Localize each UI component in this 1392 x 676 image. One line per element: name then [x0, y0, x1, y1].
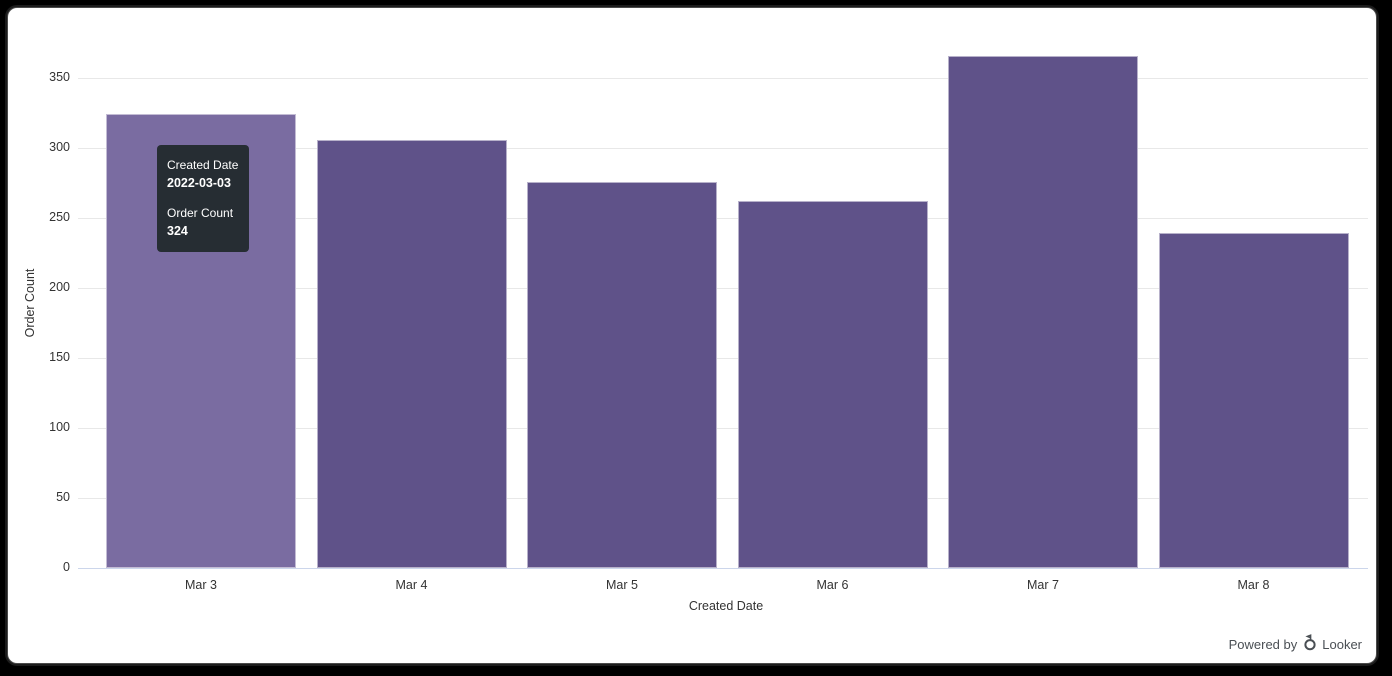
y-gridline: [78, 498, 1368, 499]
looker-logo-icon: [1303, 634, 1317, 654]
tooltip-measure-label: Order Count: [167, 206, 234, 220]
y-axis-title: Order Count: [23, 268, 37, 338]
powered-by-looker[interactable]: Powered by Looker: [1229, 634, 1362, 654]
chart-tooltip: Created Date 2022-03-03 Order Count 324: [157, 145, 249, 252]
brand-label: Looker: [1322, 636, 1362, 652]
y-gridline: [78, 218, 1368, 219]
x-tick-label: Mar 7: [1027, 578, 1059, 592]
y-tick-label: 100: [49, 420, 70, 434]
y-gridline: [78, 78, 1368, 79]
x-tick-label: Mar 3: [185, 578, 217, 592]
tooltip-dimension-label: Created Date: [167, 158, 239, 172]
y-tick-label: 250: [49, 210, 70, 224]
y-tick-label: 50: [56, 490, 70, 504]
y-gridline: [78, 358, 1368, 359]
bar-mar-7[interactable]: [948, 56, 1138, 568]
bar-mar-4[interactable]: [316, 140, 507, 568]
tooltip-dimension-value: 2022-03-03: [167, 176, 231, 190]
chart-card: Order Count Created Date Created Date 20…: [8, 8, 1376, 663]
tooltip-dimension-group: Created Date 2022-03-03: [167, 157, 239, 192]
x-tick-label: Mar 6: [816, 578, 849, 592]
y-tick-label: 300: [49, 140, 70, 154]
y-gridline: [78, 148, 1368, 149]
bar-mar-8[interactable]: [1158, 233, 1349, 568]
bar-mar-5[interactable]: [527, 182, 717, 568]
y-tick-label: 150: [49, 350, 70, 364]
y-gridline: [78, 288, 1368, 289]
x-tick-label: Mar 4: [395, 578, 428, 592]
tooltip-measure-value: 324: [167, 224, 188, 238]
powered-by-label: Powered by: [1228, 636, 1298, 652]
tooltip-measure-group: Order Count 324: [167, 205, 239, 240]
y-tick-label: 350: [49, 70, 70, 84]
x-tick-label: Mar 5: [606, 578, 638, 592]
y-tick-label: 0: [63, 560, 70, 574]
y-gridline: [78, 428, 1368, 429]
x-axis-title: Created Date: [688, 599, 764, 613]
bar-mar-6[interactable]: [737, 201, 928, 568]
x-tick-label: Mar 8: [1237, 578, 1270, 592]
x-axis-line: [78, 568, 1368, 569]
y-tick-label: 200: [49, 280, 70, 294]
